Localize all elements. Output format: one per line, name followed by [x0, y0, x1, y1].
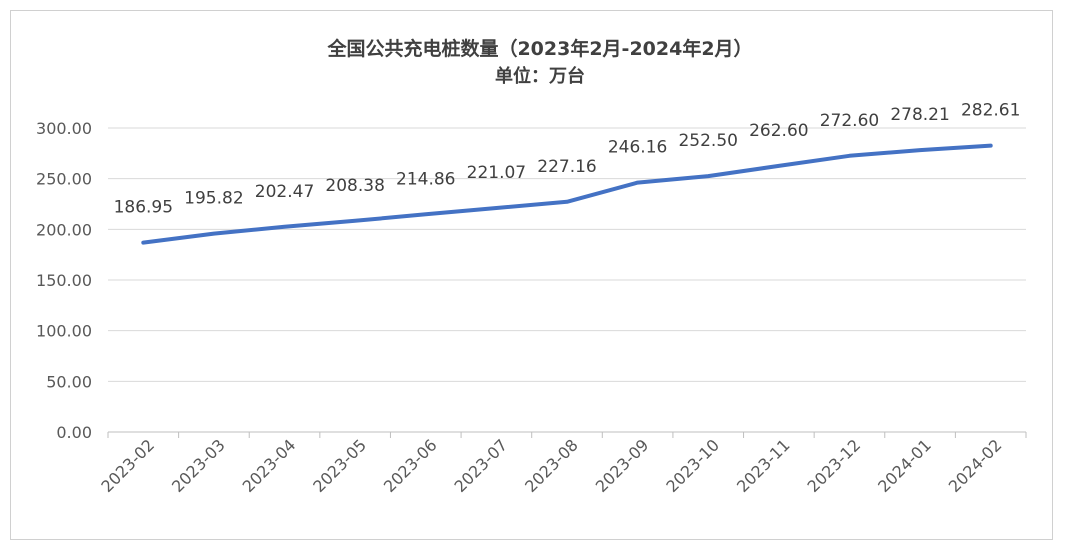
- data-label: 214.86: [396, 169, 455, 189]
- data-label: 272.60: [820, 111, 879, 131]
- data-label: 252.50: [678, 131, 737, 151]
- chart-frame: [10, 10, 1053, 540]
- y-tick-label: 150.00: [36, 271, 92, 290]
- y-tick-label: 100.00: [36, 322, 92, 341]
- series-line: [141, 143, 993, 245]
- y-axis: 0.00 50.00 100.00 150.00 200.00 250.00 300.00: [36, 119, 92, 442]
- series-line-path: [141, 143, 993, 245]
- chart-title: 全国公共充电桩数量（2023年2月-2024年2月）: [327, 38, 753, 60]
- x-tick-label: 2023-10: [662, 435, 723, 496]
- x-tick-label: 2023-12: [804, 435, 865, 496]
- x-tick-label: 2024-01: [874, 435, 935, 496]
- x-tick-label: 2023-07: [451, 435, 512, 496]
- x-tick-label: 2023-05: [309, 435, 370, 496]
- data-labels: 186.95 195.82 202.47 208.38 214.86 221.07 227.…: [114, 101, 1021, 218]
- y-tick-label: 0.00: [56, 423, 92, 442]
- y-tick-label: 200.00: [36, 220, 92, 239]
- x-axis: 2023-02 2023-03 2023-04 2023-05 2023-06 2023-…: [97, 432, 1027, 496]
- data-label: 246.16: [608, 138, 667, 158]
- x-tick-label: 2023-06: [380, 435, 441, 496]
- data-label: 278.21: [890, 105, 949, 125]
- data-label: 282.61: [961, 101, 1020, 121]
- x-tick-label: 2023-09: [592, 435, 653, 496]
- x-tick-label: 2023-04: [239, 435, 300, 496]
- data-label: 202.47: [255, 182, 314, 202]
- x-tick-label: 2023-02: [97, 435, 158, 496]
- data-label: 221.07: [467, 163, 526, 183]
- data-label: 262.60: [749, 121, 808, 141]
- y-tick-label: 250.00: [36, 170, 92, 189]
- x-tick-label: 2024-02: [945, 435, 1006, 496]
- x-tick-label: 2023-08: [521, 435, 582, 496]
- y-tick-label: 300.00: [36, 119, 92, 138]
- data-label: 227.16: [537, 157, 596, 177]
- data-label: 186.95: [114, 198, 173, 218]
- x-tick-label: 2023-11: [733, 435, 794, 496]
- y-tick-label: 50.00: [46, 372, 92, 391]
- gridlines: [108, 127, 1026, 433]
- data-label: 195.82: [184, 189, 243, 209]
- chart-subtitle: 单位：万台: [495, 66, 585, 87]
- data-label: 208.38: [325, 176, 384, 196]
- x-tick-label: 2023-03: [168, 435, 229, 496]
